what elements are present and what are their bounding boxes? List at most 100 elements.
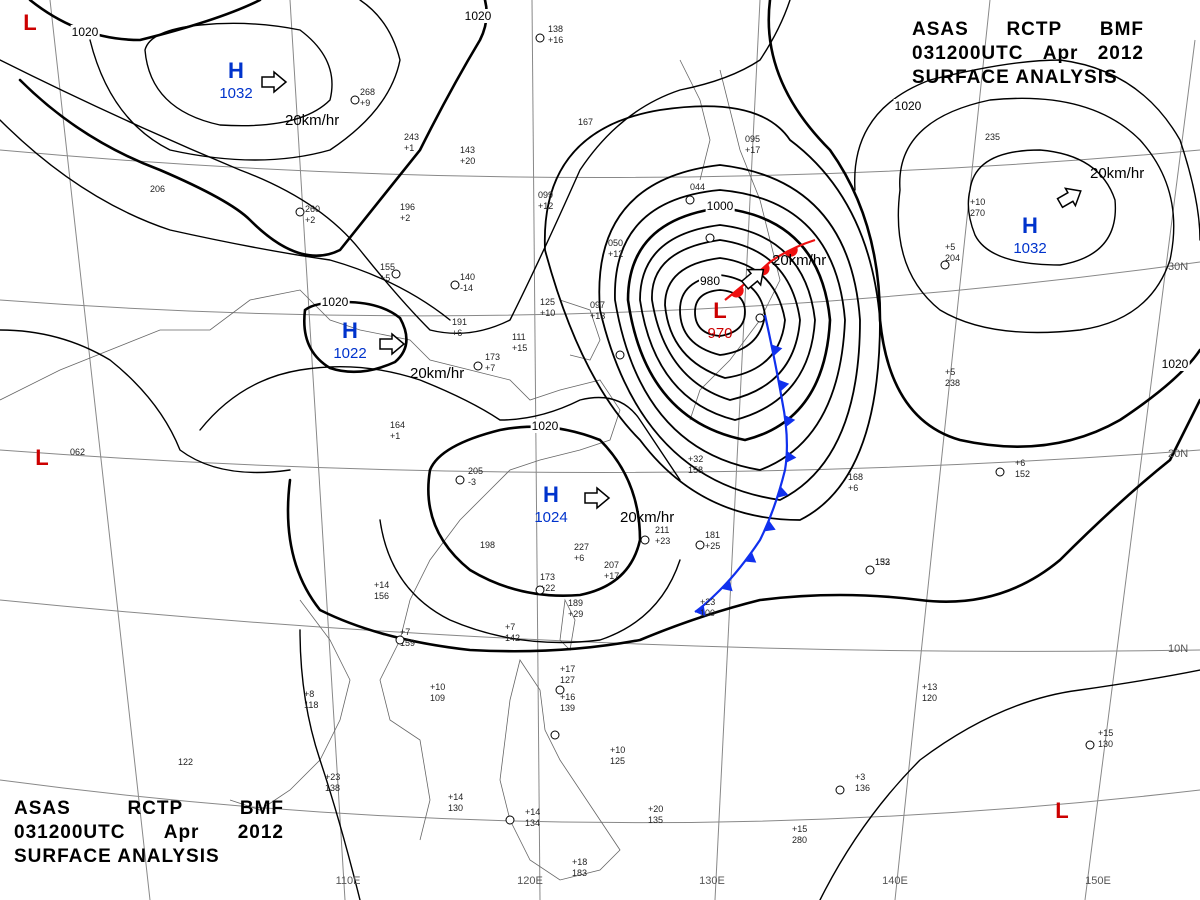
station-value: 122 xyxy=(178,757,193,767)
low-symbol: L xyxy=(1055,798,1068,823)
isobar-label: 1020 xyxy=(532,419,559,433)
isobar-1020 xyxy=(28,0,262,42)
station-value: 207 xyxy=(604,560,619,570)
station-value: +20 xyxy=(648,804,663,814)
cold-front-triangle xyxy=(721,580,733,592)
station-value: 127 xyxy=(560,675,575,685)
station-value: +14 xyxy=(525,807,540,817)
station-circle-icon xyxy=(350,95,360,105)
station-circle-icon xyxy=(995,467,1005,477)
high-symbol: H xyxy=(543,482,559,507)
isobar-970 xyxy=(694,289,746,337)
station-value: +2 xyxy=(305,215,315,225)
low-pressure-center: L 970 20km/hr xyxy=(707,252,826,342)
station-value: 130 xyxy=(448,803,463,813)
station-value: +9 xyxy=(360,98,370,108)
isobar-label: 980 xyxy=(700,274,720,288)
station-value: +13 xyxy=(590,311,605,321)
station-value: 238 xyxy=(945,378,960,388)
cold-front-triangle xyxy=(778,379,790,392)
station-circle-icon xyxy=(395,635,405,645)
station-value: 235 xyxy=(985,132,1000,142)
motion-speed-label: 20km/hr xyxy=(620,509,674,526)
station-value: 142 xyxy=(505,633,520,643)
cold-front-triangle xyxy=(777,486,789,498)
header-line-1: ASAS RCTP BMF xyxy=(912,18,1144,42)
station-value: 130 xyxy=(1098,739,1113,749)
station-value: 158 xyxy=(688,465,703,475)
isobar-1020-ring xyxy=(18,0,488,258)
isobar-label-bg xyxy=(1160,357,1190,371)
isobar xyxy=(379,519,681,644)
motion-speed-label: 20km/hr xyxy=(410,365,464,382)
station-value: 125 xyxy=(540,297,555,307)
station-value: 268 xyxy=(360,87,375,97)
cold-front-triangle xyxy=(695,605,706,617)
station-value: 189 xyxy=(568,598,583,608)
station-value: 133 xyxy=(875,557,890,567)
station-value: +14 xyxy=(374,580,389,590)
isobar xyxy=(651,239,801,401)
station-value: 227 xyxy=(574,542,589,552)
footer-agency-2: RCTP xyxy=(127,798,184,819)
isobar xyxy=(286,398,1200,653)
isobar xyxy=(897,97,1175,334)
station-value: +29 xyxy=(568,609,583,619)
high-pressure-center: H 1022 20km/hr xyxy=(333,318,464,382)
high-pressure-center: H 1024 20km/hr xyxy=(534,482,674,526)
station-value: +23 xyxy=(325,772,340,782)
station-value: 164 xyxy=(390,420,405,430)
isobar-1000 xyxy=(626,206,832,442)
cold-front-triangle xyxy=(771,344,783,357)
parallel-0n xyxy=(0,779,1200,824)
meridian-120e xyxy=(531,0,541,900)
parallel-40n xyxy=(0,149,1200,178)
station-value: 196 xyxy=(400,202,415,212)
motion-arrow-icon xyxy=(1056,187,1082,209)
station-circle-icon xyxy=(685,195,695,205)
parallel-10n xyxy=(0,599,1200,652)
motion-arrow-icon xyxy=(379,332,406,356)
longitude-label: 120E xyxy=(517,875,543,887)
station-value: 152 xyxy=(875,557,890,567)
isobar xyxy=(854,59,1200,241)
station-value: +18 xyxy=(572,857,587,867)
meridian-130e xyxy=(714,0,761,900)
station-value: 050 xyxy=(608,238,623,248)
chart-header-top-right: ASAS RCTP BMF 031200UTC Apr 2012 SURFACE… xyxy=(912,18,1144,90)
isobar-label-bg xyxy=(320,295,350,309)
station-value: +10 xyxy=(610,745,625,755)
meridian-140e xyxy=(894,0,991,900)
cold-front-triangle xyxy=(764,520,776,532)
station-value: 135 xyxy=(648,815,663,825)
footer-line-1: ASAS RCTP BMF xyxy=(14,797,284,821)
header-title: SURFACE ANALYSIS xyxy=(912,67,1118,88)
motion-arrow-icon xyxy=(740,268,765,290)
header-agency-2: RCTP xyxy=(1006,19,1063,40)
station-value: 183 xyxy=(572,868,587,878)
motion-speed-label: 20km/hr xyxy=(1090,165,1144,182)
station-value: +5 xyxy=(380,273,390,283)
station-value: +16 xyxy=(560,692,575,702)
isobar xyxy=(614,189,846,471)
station-value: 173 xyxy=(540,572,555,582)
station-circle-icon xyxy=(473,361,483,371)
station-value: +32 xyxy=(688,454,703,464)
station-value: +6 xyxy=(848,483,858,493)
station-value: +17 xyxy=(560,664,575,674)
station-value: +14 xyxy=(448,792,463,802)
station-value: 097 xyxy=(590,300,605,310)
station-value: 044 xyxy=(690,182,705,192)
station-value: +10 xyxy=(430,682,445,692)
cold-front-triangle xyxy=(744,551,757,563)
station-value: 134 xyxy=(525,818,540,828)
isobar-label-bg xyxy=(463,9,493,23)
cold-front-triangle xyxy=(785,450,797,463)
station-value: +2 xyxy=(400,213,410,223)
station-value: -14 xyxy=(460,283,473,293)
motion-arrow-icon xyxy=(261,70,288,94)
latitude-label: 20N xyxy=(1168,448,1188,460)
station-value: 120 xyxy=(922,693,937,703)
isobar-label: 1020 xyxy=(72,25,99,39)
